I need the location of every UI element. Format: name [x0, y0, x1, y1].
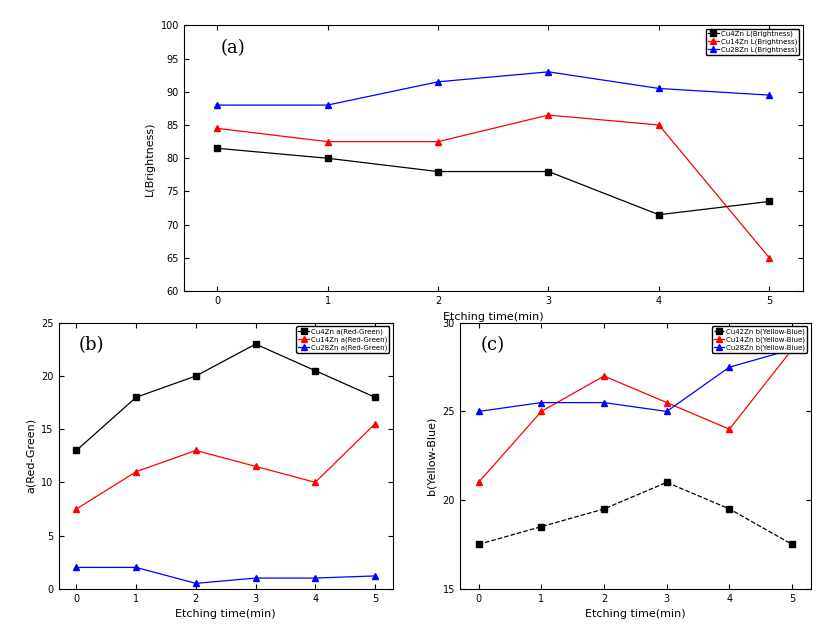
Cu42Zn b(Yellow-Blue): [662, 479, 672, 486]
Cu42Zn b(Yellow-Blue): [724, 505, 734, 513]
Cu28Zn b(Yellow-Blue): [599, 399, 609, 406]
Cu4Zn L(Brightness): [212, 144, 222, 152]
Line: Cu4Zn L(Brightness): Cu4Zn L(Brightness): [214, 146, 772, 218]
X-axis label: Etching time(min): Etching time(min): [443, 311, 543, 322]
Cu14Zn b(Yellow-Blue): [724, 425, 734, 433]
Line: Cu28Zn a(Red-Green): Cu28Zn a(Red-Green): [74, 565, 378, 586]
Cu28Zn b(Yellow-Blue): [724, 363, 734, 371]
Cu4Zn a(Red-Green): [370, 394, 380, 401]
Cu28Zn L(Brightness): [212, 101, 222, 109]
Cu28Zn a(Red-Green): [251, 574, 261, 582]
Cu14Zn L(Brightness): [764, 254, 774, 261]
Y-axis label: a(Red-Green): a(Red-Green): [26, 418, 36, 493]
Y-axis label: L(Brightness): L(Brightness): [145, 121, 155, 196]
Line: Cu14Zn L(Brightness): Cu14Zn L(Brightness): [214, 112, 772, 261]
Cu4Zn a(Red-Green): [191, 372, 201, 380]
Cu28Zn b(Yellow-Blue): [473, 408, 483, 415]
Cu28Zn a(Red-Green): [191, 580, 201, 587]
Line: Cu14Zn b(Yellow-Blue): Cu14Zn b(Yellow-Blue): [476, 347, 795, 485]
Cu14Zn a(Red-Green): [131, 468, 141, 475]
Cu14Zn b(Yellow-Blue): [537, 408, 547, 415]
Cu28Zn L(Brightness): [654, 85, 664, 92]
Cu42Zn b(Yellow-Blue): [473, 541, 483, 548]
Cu14Zn b(Yellow-Blue): [787, 346, 797, 353]
Text: (b): (b): [79, 336, 104, 354]
Cu14Zn a(Red-Green): [310, 479, 320, 486]
Cu4Zn a(Red-Green): [251, 341, 261, 348]
Cu4Zn a(Red-Green): [310, 367, 320, 375]
Line: Cu4Zn a(Red-Green): Cu4Zn a(Red-Green): [74, 341, 378, 453]
Cu28Zn a(Red-Green): [131, 563, 141, 571]
Cu4Zn a(Red-Green): [131, 394, 141, 401]
Legend: Cu4Zn L(Brightness), Cu14Zn L(Brightness), Cu28Zn L(Brightness): Cu4Zn L(Brightness), Cu14Zn L(Brightness…: [706, 28, 799, 55]
Cu4Zn a(Red-Green): [71, 447, 81, 454]
Cu14Zn L(Brightness): [433, 138, 443, 146]
Cu4Zn L(Brightness): [764, 197, 774, 205]
Cu14Zn b(Yellow-Blue): [662, 399, 672, 406]
Line: Cu28Zn L(Brightness): Cu28Zn L(Brightness): [214, 69, 772, 108]
Legend: Cu4Zn a(Red-Green), Cu14Zn a(Red-Green), Cu28Zn a(Red-Green): Cu4Zn a(Red-Green), Cu14Zn a(Red-Green),…: [297, 326, 390, 353]
Y-axis label: b(Yellow-Blue): b(Yellow-Blue): [427, 417, 437, 495]
Cu14Zn b(Yellow-Blue): [599, 372, 609, 380]
Cu4Zn L(Brightness): [654, 211, 664, 218]
Cu14Zn a(Red-Green): [251, 463, 261, 470]
Cu28Zn b(Yellow-Blue): [662, 408, 672, 415]
Text: (c): (c): [481, 336, 505, 354]
Cu28Zn L(Brightness): [323, 101, 333, 109]
Cu28Zn a(Red-Green): [310, 574, 320, 582]
Cu4Zn L(Brightness): [543, 168, 553, 175]
Cu28Zn b(Yellow-Blue): [787, 346, 797, 353]
X-axis label: Etching time(min): Etching time(min): [176, 609, 276, 619]
Cu14Zn L(Brightness): [323, 138, 333, 146]
Cu28Zn L(Brightness): [543, 68, 553, 76]
Cu28Zn b(Yellow-Blue): [537, 399, 547, 406]
Cu14Zn a(Red-Green): [191, 447, 201, 454]
Cu4Zn L(Brightness): [323, 154, 333, 162]
Cu14Zn L(Brightness): [212, 125, 222, 132]
Line: Cu42Zn b(Yellow-Blue): Cu42Zn b(Yellow-Blue): [476, 480, 795, 547]
Cu28Zn a(Red-Green): [71, 563, 81, 571]
Line: Cu28Zn b(Yellow-Blue): Cu28Zn b(Yellow-Blue): [476, 347, 795, 414]
Cu42Zn b(Yellow-Blue): [787, 541, 797, 548]
X-axis label: Etching time(min): Etching time(min): [585, 609, 686, 619]
Cu42Zn b(Yellow-Blue): [599, 505, 609, 513]
Cu28Zn a(Red-Green): [370, 572, 380, 580]
Cu14Zn b(Yellow-Blue): [473, 479, 483, 486]
Cu28Zn L(Brightness): [764, 91, 774, 99]
Legend: Cu42Zn b(Yellow-Blue), Cu14Zn b(Yellow-Blue), Cu28Zn b(Yellow-Blue): Cu42Zn b(Yellow-Blue), Cu14Zn b(Yellow-B…: [711, 326, 808, 353]
Cu14Zn a(Red-Green): [370, 420, 380, 428]
Cu14Zn L(Brightness): [654, 121, 664, 128]
Cu28Zn L(Brightness): [433, 78, 443, 85]
Text: (a): (a): [221, 39, 246, 56]
Cu14Zn a(Red-Green): [71, 505, 81, 513]
Cu42Zn b(Yellow-Blue): [537, 523, 547, 530]
Cu14Zn L(Brightness): [543, 111, 553, 119]
Cu4Zn L(Brightness): [433, 168, 443, 175]
Line: Cu14Zn a(Red-Green): Cu14Zn a(Red-Green): [74, 421, 378, 511]
